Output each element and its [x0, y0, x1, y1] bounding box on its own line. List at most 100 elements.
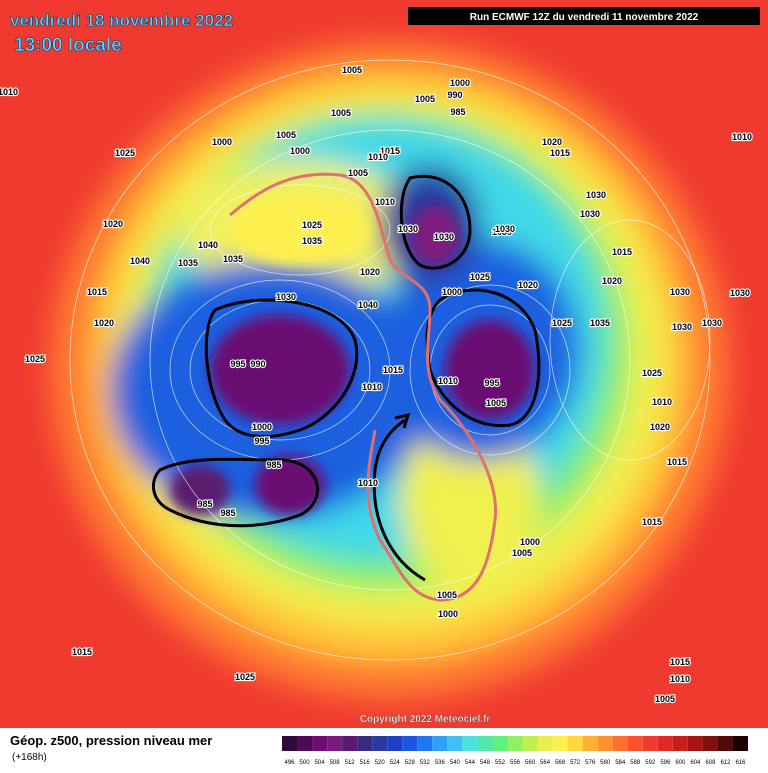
scale-label: 500	[300, 760, 311, 766]
pressure-label: 1025	[235, 672, 255, 682]
pressure-label: 1020	[103, 219, 123, 229]
pressure-label: 1010	[375, 197, 395, 207]
pressure-label: 995	[230, 359, 245, 369]
pressure-label: 1030	[670, 287, 690, 297]
pressure-label: 1030	[495, 224, 515, 234]
scale-label: 560	[525, 760, 536, 766]
scale-swatch	[432, 736, 448, 751]
pressure-label: 1030	[434, 232, 454, 242]
pressure-label: 1030	[398, 224, 418, 234]
pressure-label: 1040	[198, 240, 218, 250]
scale-label: 604	[690, 760, 701, 766]
pressure-label: 1020	[602, 276, 622, 286]
scale-label: 608	[705, 760, 716, 766]
pressure-label: 1000	[442, 287, 462, 297]
scale-swatch	[552, 736, 568, 751]
pressure-label: 1025	[25, 354, 45, 364]
scale-swatch	[732, 736, 748, 751]
scale-label: 580	[600, 760, 611, 766]
pressure-label: 1015	[642, 517, 662, 527]
scale-label: 588	[630, 760, 641, 766]
scale-swatch	[597, 736, 613, 751]
scale-label: 524	[390, 760, 401, 766]
scale-swatch	[612, 736, 628, 751]
pressure-label: 1010	[652, 397, 672, 407]
scale-label: 568	[555, 760, 566, 766]
pressure-label: 1030	[580, 209, 600, 219]
scale-swatch	[537, 736, 553, 751]
lead-time: (+168h)	[12, 752, 47, 763]
pressure-label: 1025	[115, 148, 135, 158]
scale-swatch	[522, 736, 538, 751]
pressure-label: 1015	[670, 657, 690, 667]
pressure-label: 1030	[672, 322, 692, 332]
pressure-label: 1035	[178, 258, 198, 268]
scale-label: 612	[720, 760, 731, 766]
scale-label: 600	[675, 760, 686, 766]
run-box	[408, 7, 760, 25]
pressure-label: 1035	[590, 318, 610, 328]
scale-swatch	[702, 736, 718, 751]
pressure-label: 1005	[512, 548, 532, 558]
scale-swatch	[312, 736, 328, 751]
pressure-label: 1015	[667, 457, 687, 467]
scale-swatch	[657, 736, 673, 751]
scale-swatch	[642, 736, 658, 751]
scale-label: 552	[495, 760, 506, 766]
pressure-label: 1020	[518, 280, 538, 290]
pressure-label: 1005	[437, 590, 457, 600]
pressure-label: 1005	[276, 130, 296, 140]
date: vendredi 18 novembre 2022	[10, 11, 233, 30]
pressure-label: 995	[484, 378, 499, 388]
pressure-label: 1000	[212, 137, 232, 147]
pressure-label: 1015	[380, 146, 400, 156]
scale-swatch	[492, 736, 508, 751]
scale-label: 584	[615, 760, 626, 766]
pressure-label: 1000	[438, 609, 458, 619]
pressure-label: 1005	[342, 65, 362, 75]
scale-label: 504	[315, 760, 326, 766]
pressure-label: 985	[450, 107, 465, 117]
scale-swatch	[417, 736, 433, 751]
scale-label: 616	[735, 760, 746, 766]
pressure-label: 985	[197, 499, 212, 509]
scale-label: 564	[540, 760, 551, 766]
scale-label: 540	[450, 760, 461, 766]
pressure-label: 1005	[486, 398, 506, 408]
pressure-label: 1005	[348, 168, 368, 178]
pressure-label: 1000	[450, 78, 470, 88]
scale-label: 532	[420, 760, 431, 766]
pressure-label: 1015	[550, 148, 570, 158]
pressure-label: 1020	[542, 137, 562, 147]
run: Run ECMWF 12Z du vendredi 11 novembre 20…	[470, 12, 699, 23]
pressure-label: 1010	[670, 674, 690, 684]
pressure-label: 985	[220, 508, 235, 518]
pressure-label: 1020	[94, 318, 114, 328]
pressure-label: 1005	[655, 694, 675, 704]
pressure-label: 1010	[368, 152, 388, 162]
pressure-label: 1030	[702, 318, 722, 328]
scale-label: 592	[645, 760, 656, 766]
pressure-label: 1030	[730, 288, 750, 298]
scale-label: 576	[585, 760, 596, 766]
color-scale: 496 500 504 508 512 516 520 524 528 532 536 540 544 5…	[282, 736, 748, 766]
pressure-label: 990	[447, 90, 462, 100]
pressure-label: 1025	[552, 318, 572, 328]
scale-swatch	[462, 736, 478, 751]
pressure-label: 1000	[290, 146, 310, 156]
pressure-label: 1035	[302, 236, 322, 246]
scale-swatch	[672, 736, 688, 751]
scale-label: 536	[435, 760, 446, 766]
pressure-label: 1000	[252, 422, 272, 432]
scale-swatch	[402, 736, 418, 751]
pressure-label: 990	[250, 359, 265, 369]
scale-label: 512	[345, 760, 356, 766]
pressure-label: 1020	[360, 267, 380, 277]
copyright: Copyright 2022 Meteociel.fr	[360, 714, 491, 725]
pressure-label: 1010	[362, 382, 382, 392]
pressure-label: 1030	[276, 292, 296, 302]
scale-swatch	[507, 736, 523, 751]
pressure-label: 1005	[415, 94, 435, 104]
pressure-label: 1030	[586, 190, 606, 200]
